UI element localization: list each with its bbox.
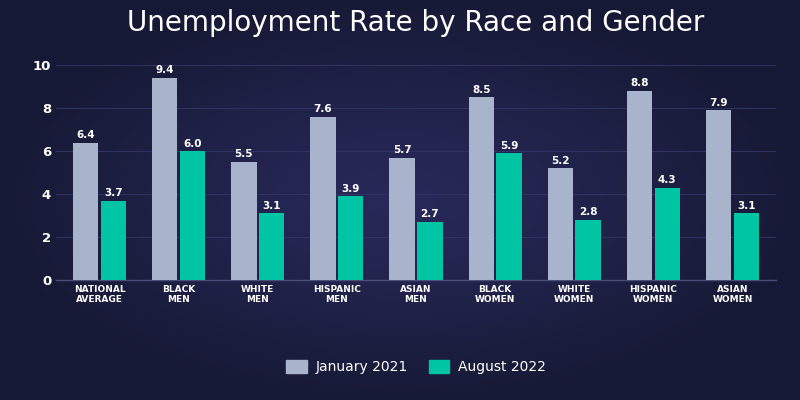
Legend: January 2021, August 2022: January 2021, August 2022	[281, 355, 551, 380]
Bar	[231, 162, 257, 280]
Title: Unemployment Rate by Race and Gender: Unemployment Rate by Race and Gender	[127, 9, 705, 37]
Text: 7.6: 7.6	[314, 104, 332, 114]
Bar	[101, 200, 126, 280]
Text: 3.7: 3.7	[104, 188, 122, 198]
Bar	[548, 168, 573, 280]
Bar	[734, 214, 759, 280]
Text: 5.7: 5.7	[393, 145, 411, 155]
Bar	[152, 78, 178, 280]
Bar	[259, 214, 284, 280]
Bar	[706, 110, 731, 280]
Bar	[310, 117, 336, 280]
Bar	[180, 151, 205, 280]
Text: 8.5: 8.5	[472, 85, 490, 95]
Text: 2.8: 2.8	[579, 207, 598, 217]
Bar	[73, 142, 98, 280]
Bar	[390, 158, 415, 280]
Text: 8.8: 8.8	[630, 78, 649, 88]
Bar	[627, 91, 652, 280]
Text: 3.9: 3.9	[342, 184, 360, 194]
Text: 9.4: 9.4	[155, 66, 174, 76]
Bar	[575, 220, 601, 280]
Text: 5.9: 5.9	[500, 141, 518, 151]
Text: 2.7: 2.7	[421, 210, 439, 220]
Bar	[496, 153, 522, 280]
Bar	[654, 188, 680, 280]
Bar	[338, 196, 363, 280]
Text: 4.3: 4.3	[658, 175, 677, 185]
Text: 6.0: 6.0	[183, 138, 202, 148]
Text: 6.4: 6.4	[76, 130, 95, 140]
Bar	[417, 222, 442, 280]
Text: 5.5: 5.5	[234, 149, 253, 159]
Text: 7.9: 7.9	[710, 98, 728, 108]
Text: 3.1: 3.1	[262, 201, 281, 211]
Text: 5.2: 5.2	[551, 156, 570, 166]
Bar	[469, 98, 494, 280]
Text: 3.1: 3.1	[737, 201, 755, 211]
